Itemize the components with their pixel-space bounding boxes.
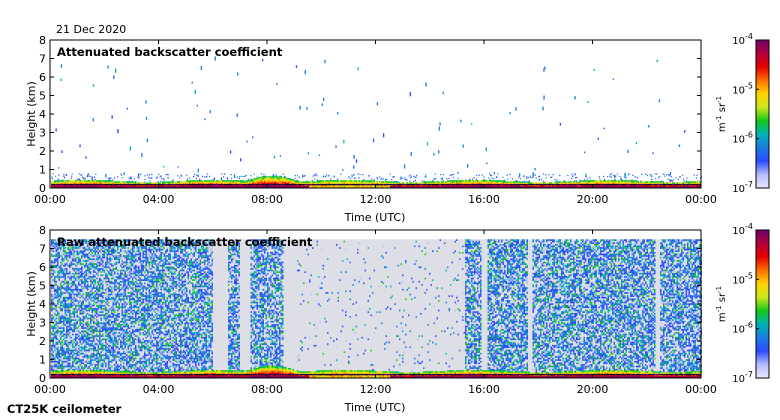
colorbar-tick-label: 10-5 (732, 271, 753, 286)
y-tick-label: 2 (39, 335, 46, 348)
x-tick-label: 00:00 (685, 193, 717, 206)
x-tick-label: 04:00 (143, 383, 175, 396)
y-tick-label: 0 (39, 182, 46, 195)
colorbar-tick-label: 10-6 (732, 131, 753, 146)
colorbar-tick-label: 10-7 (732, 180, 753, 195)
y-axis-raw: 0 1 2 3 4 5 6 7 8 (39, 224, 701, 385)
x-tick-label: 20:00 (577, 383, 609, 396)
plot-area-attenuated (50, 40, 701, 188)
y-tick-label: 6 (39, 71, 46, 84)
y-tick-label: 1 (39, 164, 46, 177)
y-tick-label: 6 (39, 261, 46, 274)
colorbar-raw: 10-4 10-5 10-6 10-7 m-1 sr-1 (715, 222, 770, 385)
x-axis-title-raw: Time (UTC) (344, 401, 406, 414)
y-tick-label: 3 (39, 317, 46, 330)
x-tick-label: 12:00 (360, 383, 392, 396)
colorbar-gradient (755, 229, 770, 379)
colorbar-tick-label: 10-4 (732, 222, 753, 237)
y-tick-label: 4 (39, 108, 46, 121)
x-tick-label: 00:00 (685, 383, 717, 396)
y-tick-label: 8 (39, 34, 46, 47)
x-tick-label: 00:00 (34, 193, 66, 206)
surface-layer (51, 365, 701, 379)
y-axis-title-attenuated: Height (km) (25, 81, 38, 147)
heatmap-raw (51, 239, 702, 379)
y-axis-title-raw: Height (km) (25, 271, 38, 337)
y-tick-label: 1 (39, 354, 46, 367)
date-label: 21 Dec 2020 (56, 23, 126, 36)
colorbar-tick-label: 10-4 (732, 32, 753, 47)
x-tick-label: 12:00 (360, 193, 392, 206)
x-axis-raw: 00:00 04:00 08:00 12:00 16:00 20:00 00:00 (34, 230, 717, 396)
panel-raw: Raw attenuated backscatter coefficient 0… (25, 222, 770, 414)
x-tick-label: 20:00 (577, 193, 609, 206)
panel-title-raw: Raw attenuated backscatter coefficient (57, 235, 313, 249)
y-tick-label: 3 (39, 127, 46, 140)
y-axis-attenuated: 0 1 2 3 4 5 6 7 8 (39, 34, 701, 195)
x-tick-label: 04:00 (143, 193, 175, 206)
x-tick-label: 08:00 (251, 383, 283, 396)
x-tick-label: 16:00 (468, 383, 500, 396)
y-tick-label: 0 (39, 372, 46, 385)
y-tick-label: 5 (39, 90, 46, 103)
colorbar-attenuated: 10-4 10-5 10-6 10-7 m-1 sr-1 (715, 32, 770, 195)
heatmap-attenuated (51, 56, 702, 189)
y-tick-label: 5 (39, 280, 46, 293)
colorbar-tick-label: 10-7 (732, 370, 753, 385)
colorbar-unit-label: m-1 sr-1 (715, 286, 728, 322)
y-tick-label: 2 (39, 145, 46, 158)
colorbar-gradient (755, 39, 770, 189)
y-tick-label: 7 (39, 53, 46, 66)
surface-layer (51, 175, 701, 189)
x-tick-label: 08:00 (251, 193, 283, 206)
x-axis-title-attenuated: Time (UTC) (344, 211, 406, 224)
x-axis-attenuated: 00:00 04:00 08:00 12:00 16:00 20:00 00:00 (34, 40, 717, 206)
y-tick-label: 4 (39, 298, 46, 311)
y-tick-label: 8 (39, 224, 46, 237)
y-tick-label: 7 (39, 243, 46, 256)
colorbar-tick-label: 10-6 (732, 321, 753, 336)
colorbar-tick-label: 10-5 (732, 81, 753, 96)
panel-title-attenuated: Attenuated backscatter coefficient (57, 45, 283, 59)
colorbar-unit-label: m-1 sr-1 (715, 96, 728, 132)
panel-attenuated: Attenuated backscatter coefficient 0 1 2 3 4… (25, 32, 770, 224)
x-tick-label: 00:00 (34, 383, 66, 396)
x-tick-label: 16:00 (468, 193, 500, 206)
instrument-label: CT25K ceilometer (7, 402, 122, 416)
